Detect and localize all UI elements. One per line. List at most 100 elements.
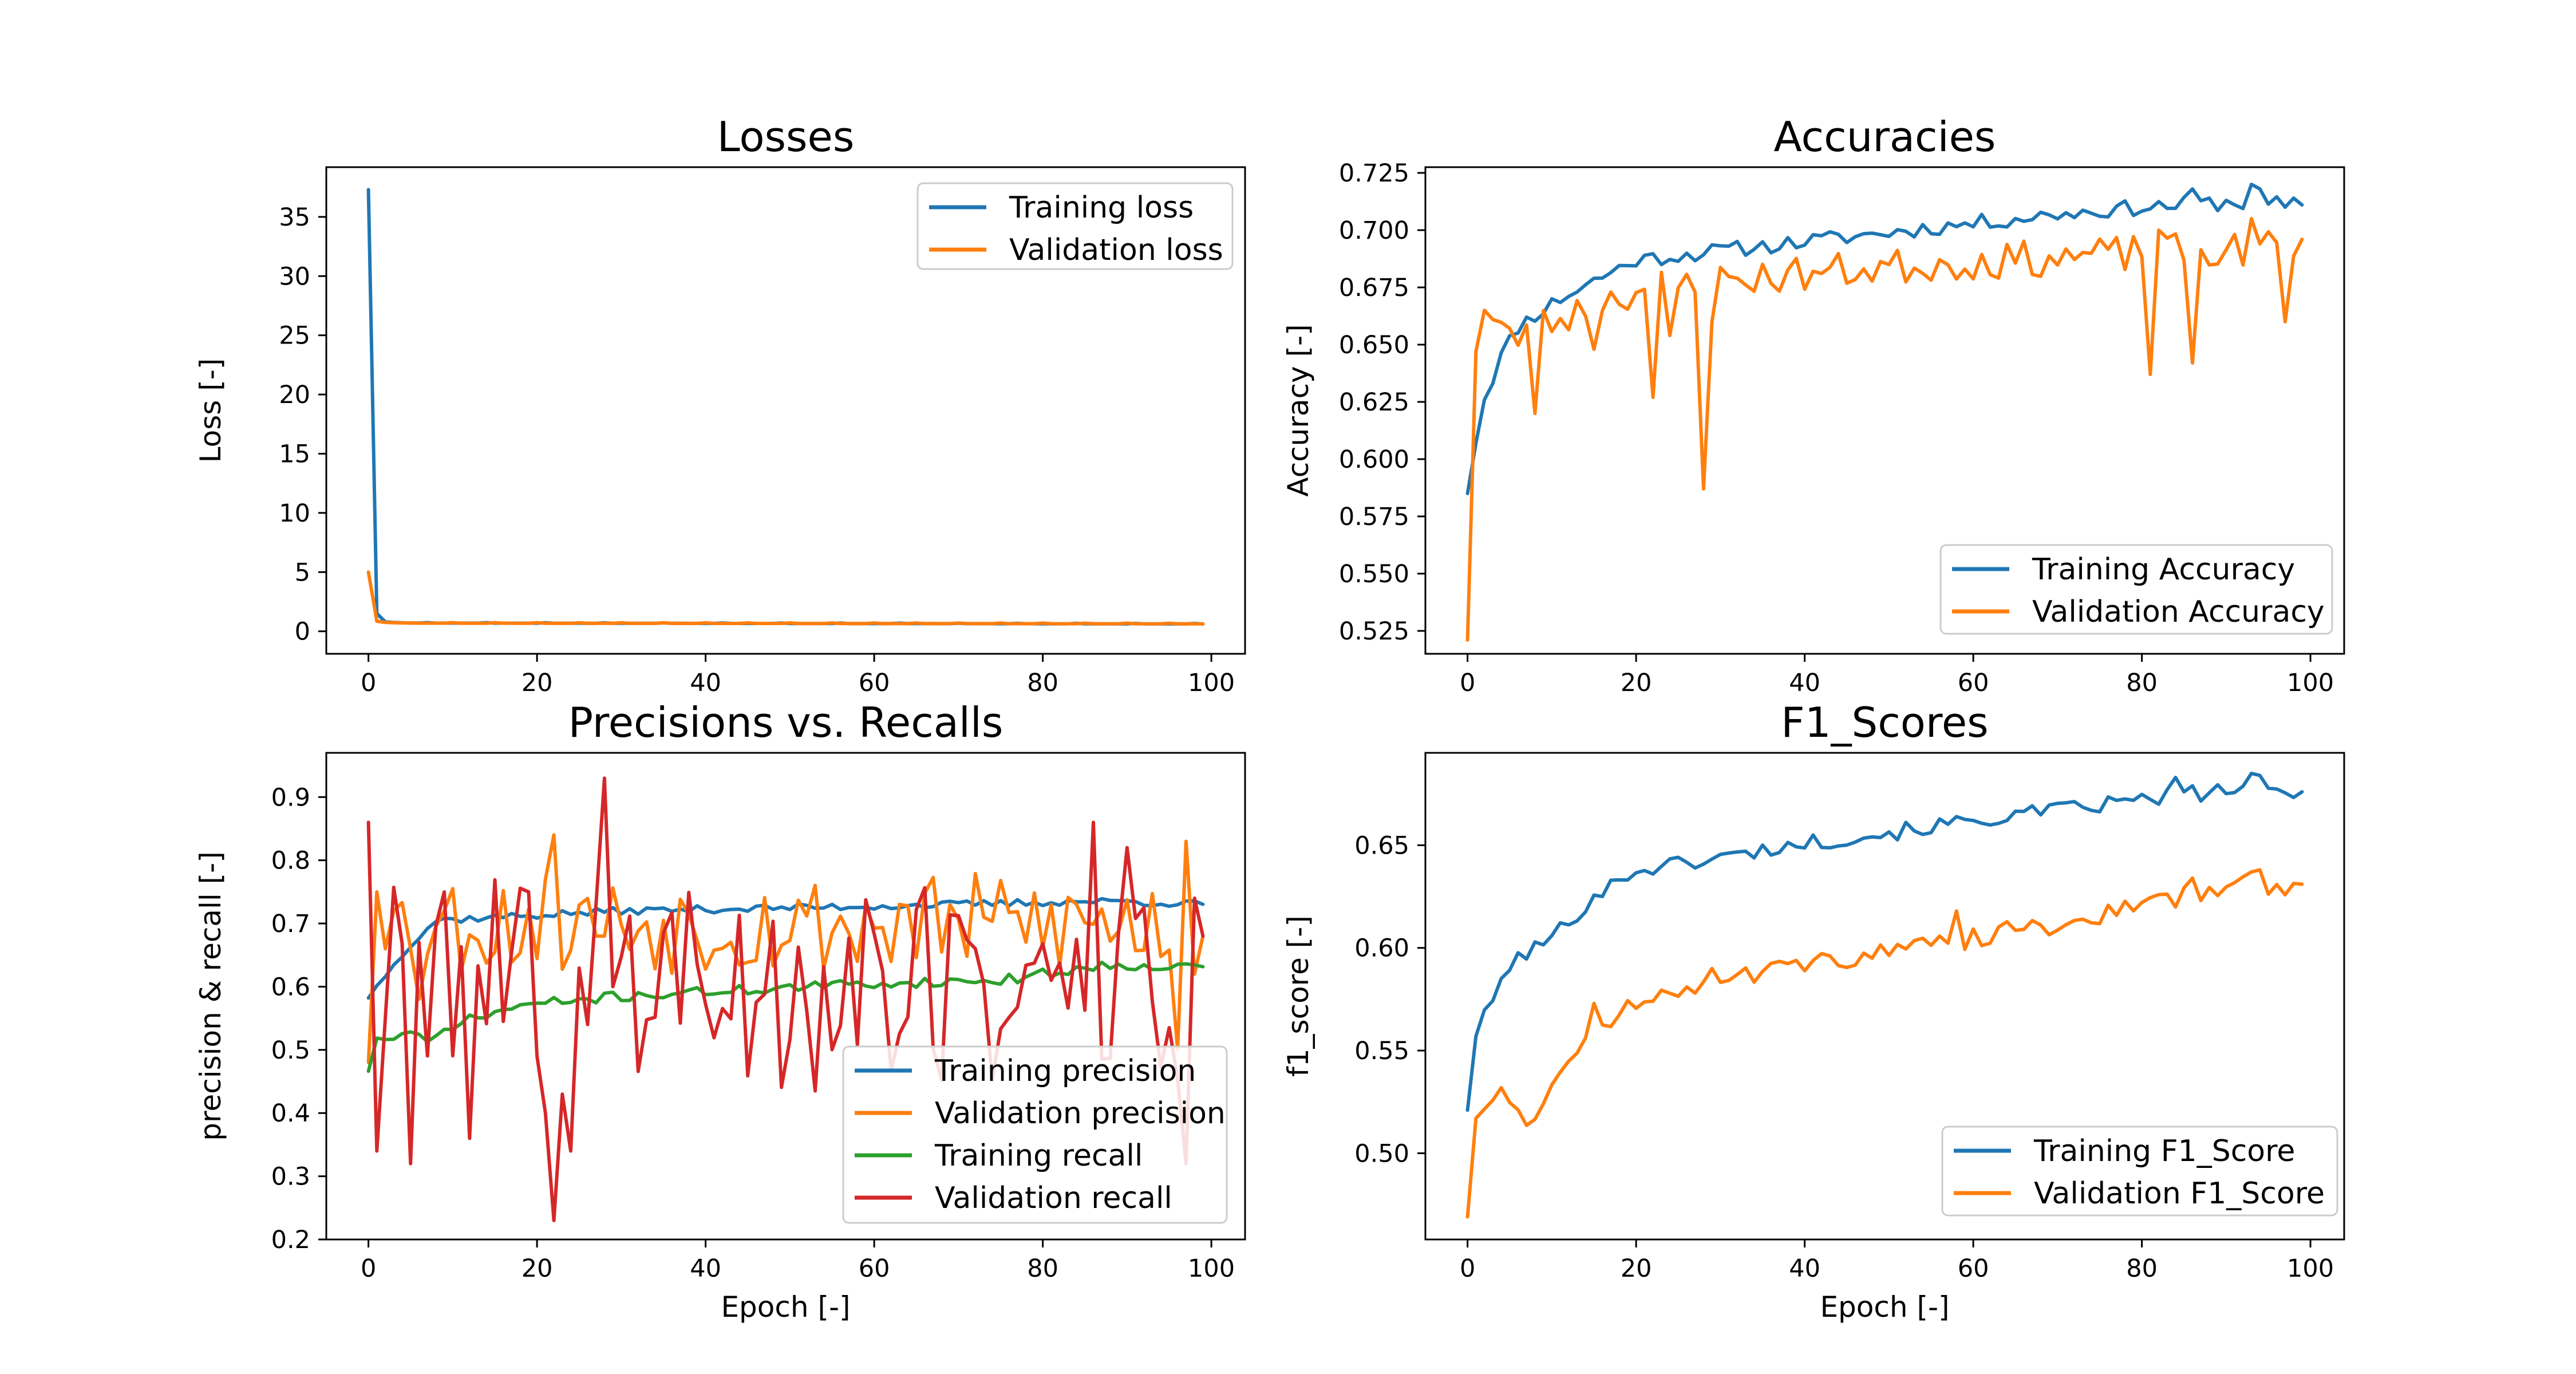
accuracies-legend-box xyxy=(1939,544,2333,635)
accuracies-x-tick-label: 60 xyxy=(1958,669,1989,697)
f1-x-tick-label: 60 xyxy=(1958,1254,1989,1283)
f1-x-axis-label: Epoch [-] xyxy=(1820,1290,1949,1324)
losses-x-tick-label: 60 xyxy=(859,669,890,697)
losses-y-axis-label: Loss [-] xyxy=(194,358,227,463)
losses-panel: Losses Loss [-] 0 20 40 60 80 100 0 5 10 15 20 25 30… xyxy=(194,113,1246,697)
losses-y-tick-label: 35 xyxy=(279,203,310,232)
accuracies-y-axis-label: Accuracy [-] xyxy=(1282,324,1315,496)
losses-y-tick-label: 30 xyxy=(279,262,310,291)
precision-recall-plot-area: 0 20 40 60 80 100 0.2 0.3 0.4 0.5 0.6 0.7 0.8 0.9 Trai… xyxy=(271,752,1246,1283)
f1-x-tick-label: 80 xyxy=(2126,1254,2158,1283)
f1-x-tick-label: 0 xyxy=(1460,1254,1475,1283)
f1-title: F1_Scores xyxy=(1781,698,1988,747)
precision-recall-axes-frame xyxy=(325,752,1246,1241)
accuracies-y-tick-label: 0.675 xyxy=(1339,274,1409,302)
accuracies-legend: Training Accuracy Validation Accuracy xyxy=(1939,544,2333,635)
losses-x-tick-label: 100 xyxy=(1188,669,1235,697)
f1-series-validation-f1-score xyxy=(1465,868,2304,1219)
accuracies-title: Accuracies xyxy=(1774,113,1996,161)
f1-x-tick-label: 40 xyxy=(1789,1254,1820,1283)
losses-y-tick-label: 0 xyxy=(295,618,310,646)
precision-recall-y-tick-label: 0.6 xyxy=(271,973,310,1001)
accuracies-y-tick-label: 0.650 xyxy=(1339,331,1409,360)
accuracies-y-tick-label: 0.600 xyxy=(1339,445,1409,474)
accuracies-y-tick-label: 0.700 xyxy=(1339,216,1409,245)
precision-recall-y-tick-label: 0.4 xyxy=(271,1099,310,1128)
losses-x-tick-label: 20 xyxy=(521,669,553,697)
losses-axes-frame xyxy=(325,166,1246,655)
losses-y-tick-label: 20 xyxy=(279,381,310,409)
precision-recall-x-axis-label: Epoch [-] xyxy=(721,1290,850,1324)
f1-legend: Training F1_Score Validation F1_Score xyxy=(1941,1126,2338,1217)
losses-y-tick-label: 10 xyxy=(279,499,310,528)
f1-series-training-f1-score xyxy=(1465,771,2304,1112)
accuracies-axes-frame xyxy=(1424,166,2345,655)
losses-x-tick-label: 40 xyxy=(690,669,721,697)
accuracies-plot-area: 0 20 40 60 80 100 0.525 0.550 0.575 0.600 0.625 0.6… xyxy=(1339,159,2345,697)
precision-recall-legend-label: Training precision xyxy=(934,1054,1196,1088)
f1-y-tick-label: 0.65 xyxy=(1354,831,1409,860)
losses-legend-label: Training loss xyxy=(1009,191,1194,225)
accuracies-legend-label: Training Accuracy xyxy=(2032,552,2295,587)
accuracies-x-tick-label: 80 xyxy=(2126,669,2158,697)
f1-y-tick-label: 0.50 xyxy=(1354,1139,1409,1168)
losses-y-tick-label: 25 xyxy=(279,322,310,350)
accuracies-x-tick-label: 0 xyxy=(1460,669,1475,697)
precision-recall-legend: Training precision Validation precision Tr… xyxy=(842,1045,1228,1224)
accuracies-legend-label: Validation Accuracy xyxy=(2032,595,2325,629)
losses-y-tick-label: 5 xyxy=(295,558,310,587)
accuracies-x-tick-label: 40 xyxy=(1789,669,1820,697)
accuracies-series-validation-accuracy xyxy=(1465,217,2304,642)
losses-title: Losses xyxy=(717,113,855,161)
f1-axes-frame xyxy=(1424,752,2345,1241)
losses-x-tick-label: 0 xyxy=(361,669,376,697)
accuracies-series-training-accuracy xyxy=(1465,183,2304,495)
precision-recall-y-axis-label: precision & recall [-] xyxy=(194,851,227,1140)
f1-y-tick-label: 0.55 xyxy=(1354,1037,1409,1065)
accuracies-y-tick-label: 0.725 xyxy=(1339,159,1409,188)
precision-recall-x-tick-label: 100 xyxy=(1188,1254,1235,1283)
precision-recall-y-tick-label: 0.2 xyxy=(271,1226,310,1254)
precision-recall-x-tick-label: 80 xyxy=(1027,1254,1058,1283)
precision-recall-panel: Precisions vs. Recalls precision & recal… xyxy=(194,698,1246,1324)
f1-plot-area: 0 20 40 60 80 100 0.50 0.55 0.60 0.65 Training F1_… xyxy=(1354,752,2345,1283)
precision-recall-x-tick-label: 40 xyxy=(690,1254,721,1283)
f1-y-tick-label: 0.60 xyxy=(1354,934,1409,963)
precision-recall-legend-label: Training recall xyxy=(934,1139,1143,1173)
precision-recall-series-validation-recall xyxy=(366,776,1205,1222)
precision-recall-legend-label: Validation precision xyxy=(935,1096,1226,1131)
precision-recall-x-tick-label: 60 xyxy=(859,1254,890,1283)
accuracies-y-tick-label: 0.575 xyxy=(1339,503,1409,531)
precision-recall-y-tick-label: 0.3 xyxy=(271,1163,310,1191)
accuracies-panel: Accuracies Accuracy [-] 0 20 40 60 80 100 0.52… xyxy=(1282,113,2345,697)
f1-legend-label: Validation F1_Score xyxy=(2034,1176,2325,1211)
accuracies-x-tick-label: 100 xyxy=(2287,669,2334,697)
losses-legend-box xyxy=(916,182,1234,270)
f1-y-axis-label: f1_score [-] xyxy=(1282,915,1315,1077)
f1-legend-box xyxy=(1941,1126,2338,1217)
losses-legend: Training loss Validation loss xyxy=(916,182,1234,270)
precision-recall-legend-label: Validation recall xyxy=(935,1181,1172,1215)
accuracies-x-tick-label: 20 xyxy=(1621,669,1652,697)
accuracies-y-tick-label: 0.525 xyxy=(1339,617,1409,646)
precision-recall-series-validation-precision xyxy=(366,833,1205,1064)
precision-recall-y-tick-label: 0.9 xyxy=(271,783,310,812)
precision-recall-legend-box xyxy=(842,1045,1228,1224)
f1-x-tick-label: 20 xyxy=(1621,1254,1652,1283)
precision-recall-x-tick-label: 20 xyxy=(521,1254,553,1283)
precision-recall-x-tick-label: 0 xyxy=(361,1254,376,1283)
precision-recall-y-tick-label: 0.8 xyxy=(271,847,310,875)
f1-x-tick-label: 100 xyxy=(2287,1254,2334,1283)
losses-legend-label: Validation loss xyxy=(1009,233,1223,267)
precision-recall-series-training-recall xyxy=(366,961,1205,1073)
accuracies-y-tick-label: 0.550 xyxy=(1339,560,1409,589)
losses-plot-area: 0 20 40 60 80 100 0 5 10 15 20 25 30 35 Training loss V… xyxy=(279,166,1246,697)
losses-y-tick-label: 15 xyxy=(279,440,310,468)
f1-panel: F1_Scores f1_score [-] Epoch [-] 0 20 40 60… xyxy=(1282,698,2345,1324)
precision-recall-title: Precisions vs. Recalls xyxy=(568,698,1003,747)
precision-recall-y-tick-label: 0.7 xyxy=(271,910,310,938)
f1-legend-label: Training F1_Score xyxy=(2033,1134,2295,1168)
losses-x-tick-label: 80 xyxy=(1027,669,1058,697)
precision-recall-y-tick-label: 0.5 xyxy=(271,1036,310,1065)
